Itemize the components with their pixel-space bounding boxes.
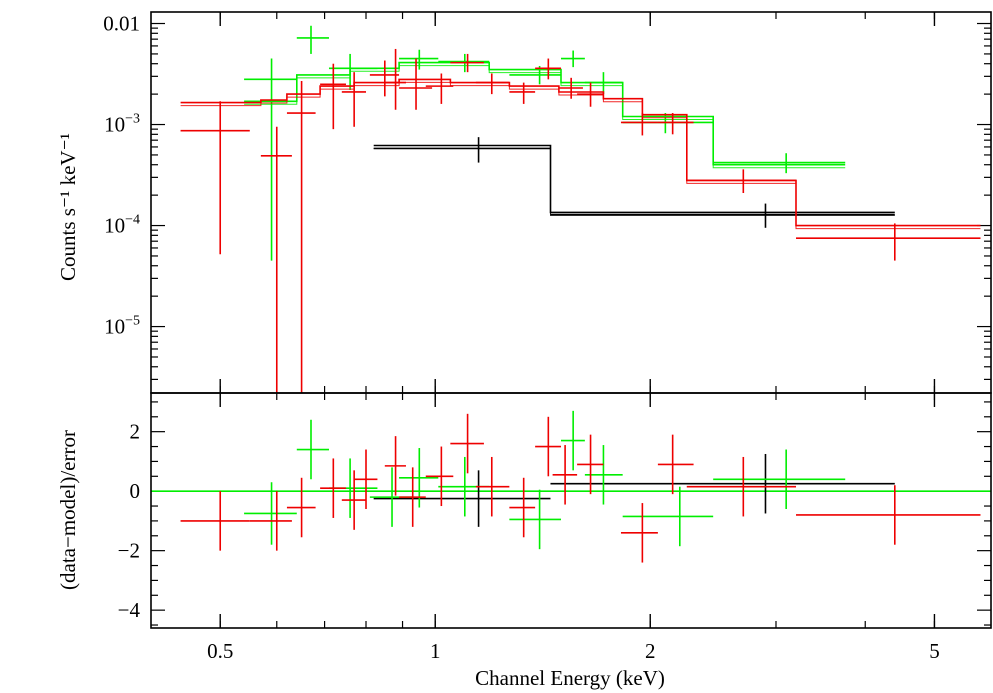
x-axis-title: Channel Energy (keV) (475, 666, 665, 690)
residuals-frame (150, 392, 992, 629)
spectrum-y-tick-label: 10−3 (104, 112, 140, 137)
residuals-y-tick-label: 2 (130, 420, 141, 444)
spectrum-y-tick-label: 0.01 (103, 12, 140, 36)
spectrum-red-model-line (180, 78, 981, 227)
residuals-y-tick-label: 0 (130, 479, 141, 503)
spectrum-panel: 0.01 10−3 10−4 10−5 (103, 11, 992, 394)
x-tick-label: 5 (929, 639, 940, 663)
spectrum-red-model-line-2 (180, 81, 981, 230)
residuals-y-tick-label: −2 (118, 539, 140, 563)
spectrum-black-model-line (373, 144, 895, 214)
residuals-y-tick-label: −4 (118, 598, 141, 622)
spectrum-y-tick-label: 10−4 (104, 213, 140, 238)
residuals-panel: 0.5 1 2 5 2 0 −2 −4 (118, 392, 992, 663)
x-tick-label: 0.5 (207, 639, 233, 663)
spectrum-green-model-line-2 (244, 65, 846, 169)
spectrum-y-tick-label: 10−5 (104, 314, 140, 339)
x-tick-label: 2 (645, 639, 656, 663)
y-axis-title-spectrum: Counts s⁻¹ keV⁻¹ (56, 133, 80, 281)
y-axis-title-residuals: (data−model)/error (56, 430, 80, 590)
spectrum-black-model-line-2 (373, 148, 895, 216)
x-tick-label: 1 (430, 639, 441, 663)
